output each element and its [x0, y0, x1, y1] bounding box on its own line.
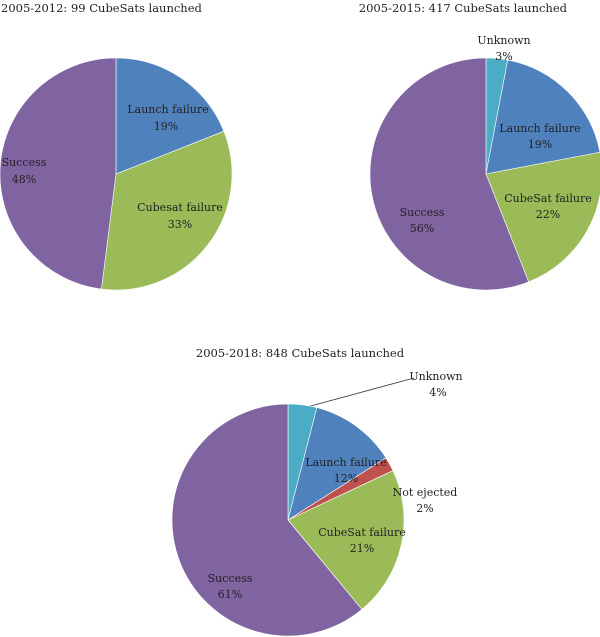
slice-label: Success — [400, 206, 445, 219]
slice-success — [171, 403, 363, 637]
pie-chart-2015: 2005-2015: 417 CubeSats launched Unknown… — [359, 1, 600, 291]
slice-value-label: 19% — [528, 138, 552, 151]
slice-label: Launch failure — [305, 456, 386, 469]
unknown-leader-line — [306, 377, 415, 408]
slice-success — [369, 57, 530, 291]
slice-label: CubeSat failure — [504, 192, 592, 205]
slice-cubesat-failure — [287, 470, 405, 610]
pie-chart-2018: 2005-2018: 848 CubeSats launched Unknown… — [171, 346, 463, 637]
slice-launch-failure — [287, 407, 387, 521]
slice-value-label: 19% — [154, 120, 178, 133]
slice-launch-failure — [485, 59, 600, 175]
slice-cubesat-failure — [101, 130, 233, 291]
slice-success — [0, 57, 117, 290]
chart-title: 2005-2018: 848 CubeSats launched — [196, 346, 405, 360]
chart-title: 2005-2012: 99 CubeSats launched — [1, 1, 203, 15]
chart-title: 2005-2015: 417 CubeSats launched — [359, 1, 568, 15]
slice-value-label: 4% — [429, 386, 446, 399]
slice-value-label: 33% — [168, 218, 192, 231]
slice-label: CubeSat failure — [318, 526, 406, 539]
slice-label: Unknown — [409, 370, 462, 383]
slice-label: Launch failure — [127, 103, 208, 116]
slice-label: Launch failure — [499, 122, 580, 135]
slice-label: Not ejected — [393, 486, 458, 499]
slice-value-label: 2% — [416, 502, 433, 515]
slice-value-label: 48% — [12, 173, 36, 186]
slice-cubesat-failure — [485, 151, 600, 283]
slice-value-label: 56% — [410, 222, 434, 235]
slice-launch-failure — [115, 57, 225, 175]
slice-value-label: 12% — [334, 472, 358, 485]
slice-value-label: 61% — [218, 588, 242, 601]
slice-value-label: 21% — [350, 542, 374, 555]
slice-label: Success — [2, 156, 47, 169]
slice-value-label: 3% — [495, 50, 512, 63]
pie-chart-2012: 2005-2012: 99 CubeSats launched Launch f… — [0, 1, 233, 291]
slice-value-label: 22% — [536, 208, 560, 221]
slice-label: Cubesat failure — [137, 201, 223, 214]
slice-label: Success — [208, 572, 253, 585]
slice-label: Unknown — [477, 34, 530, 47]
